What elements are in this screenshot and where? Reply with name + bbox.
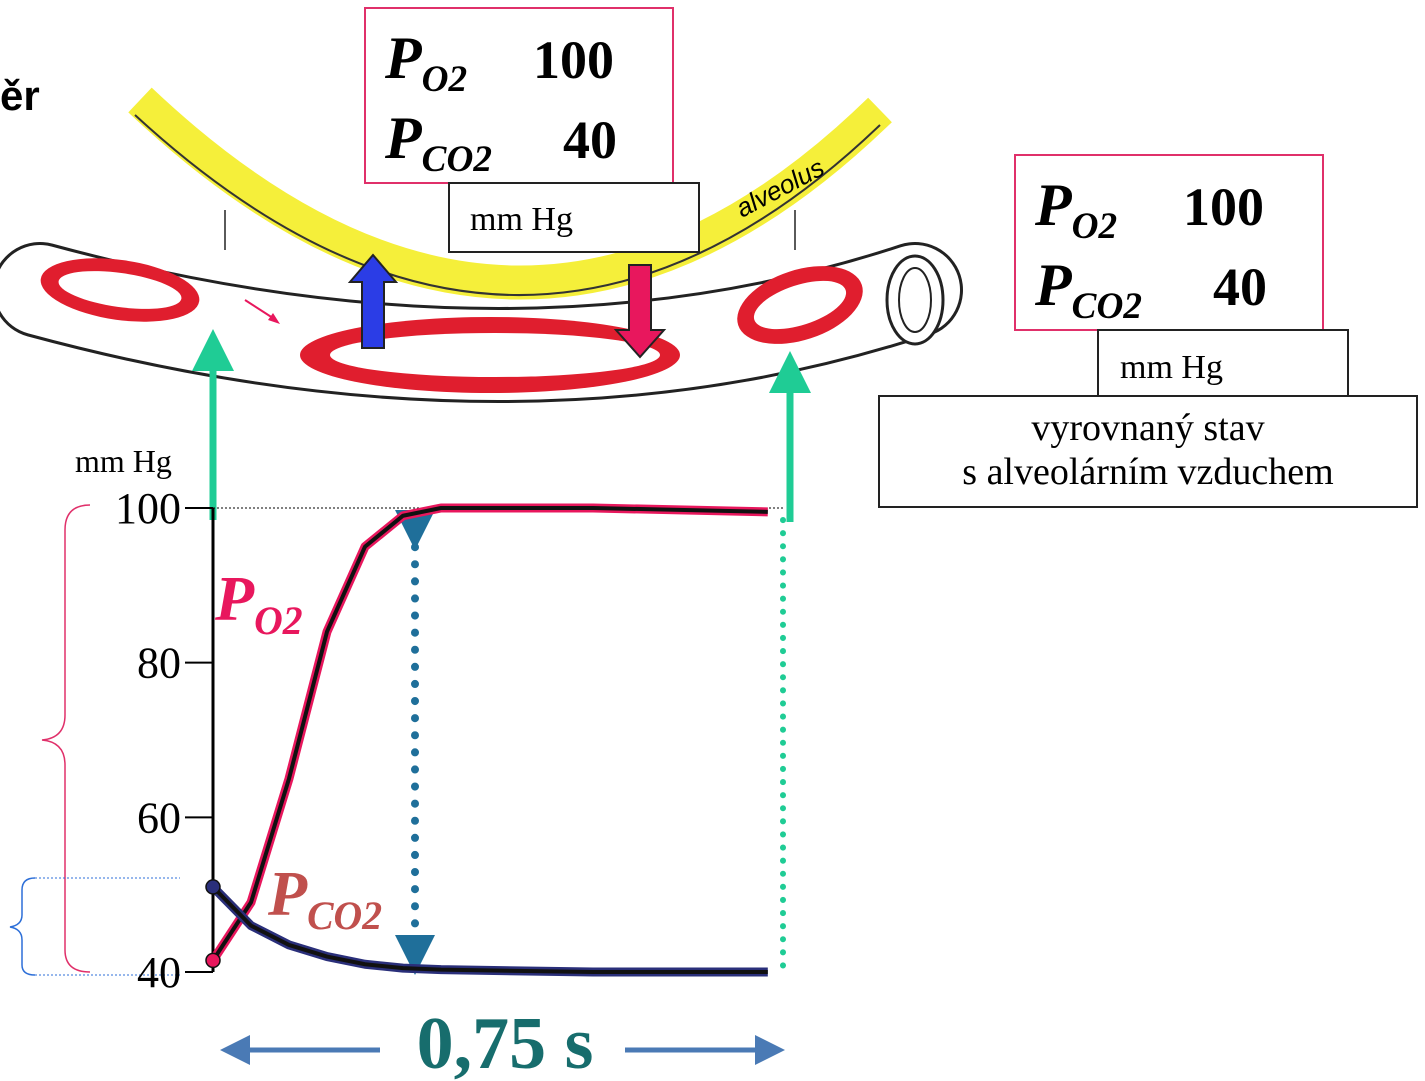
- y-tick-label: 100: [115, 484, 181, 533]
- y-tick-label: 60: [137, 793, 181, 842]
- subscript: CO2: [422, 139, 492, 180]
- unit: mm Hg: [1120, 349, 1223, 386]
- symbol: P: [384, 25, 423, 91]
- start-point: [205, 952, 221, 969]
- capillary-box: [364, 7, 674, 184]
- symbol: P: [384, 105, 423, 171]
- symbol: P: [214, 563, 255, 634]
- note-box: [878, 395, 1418, 508]
- y-axis-label: mm Hg: [75, 443, 172, 479]
- y-tick-label: 80: [137, 639, 181, 688]
- brace: [9, 877, 36, 976]
- series-label: PCO2: [267, 858, 382, 938]
- unit-box: [448, 182, 700, 253]
- subscript: CO2: [307, 894, 382, 938]
- subscript: O2: [422, 59, 467, 100]
- partial-pressure: PO2: [1034, 172, 1117, 247]
- pressure-value: 40: [1213, 257, 1267, 317]
- pressure-value: 100: [1183, 177, 1264, 237]
- title-fragment: ěr: [0, 72, 40, 119]
- partial-pressure: PO2: [384, 25, 467, 100]
- start-point: [205, 879, 221, 895]
- unit-box: [1097, 329, 1349, 401]
- brace: [41, 504, 91, 973]
- pressure-value: 40: [563, 110, 617, 170]
- note-line: s alveolárním vzduchem: [962, 451, 1333, 493]
- pressure-value: 100: [533, 30, 614, 90]
- alveolus-illustration: [0, 87, 963, 522]
- partial-pressure: PCO2: [1034, 252, 1142, 327]
- symbol: P: [1034, 252, 1073, 318]
- subscript: O2: [1072, 206, 1117, 247]
- note-line: vyrovnaný stav: [1031, 407, 1264, 449]
- series-line: [211, 885, 768, 974]
- series-label: PO2: [214, 563, 303, 643]
- duration-label: 0,75 s: [417, 1003, 594, 1081]
- symbol: P: [1034, 172, 1073, 238]
- symbol: P: [267, 858, 308, 929]
- subscript: CO2: [1072, 286, 1142, 327]
- y-tick-label: 40: [137, 948, 181, 997]
- series-line: [211, 506, 768, 962]
- partial-pressure: PCO2: [384, 105, 492, 180]
- unit: mm Hg: [470, 201, 573, 238]
- subscript: O2: [254, 599, 303, 643]
- equilibrium-box: [1014, 154, 1324, 331]
